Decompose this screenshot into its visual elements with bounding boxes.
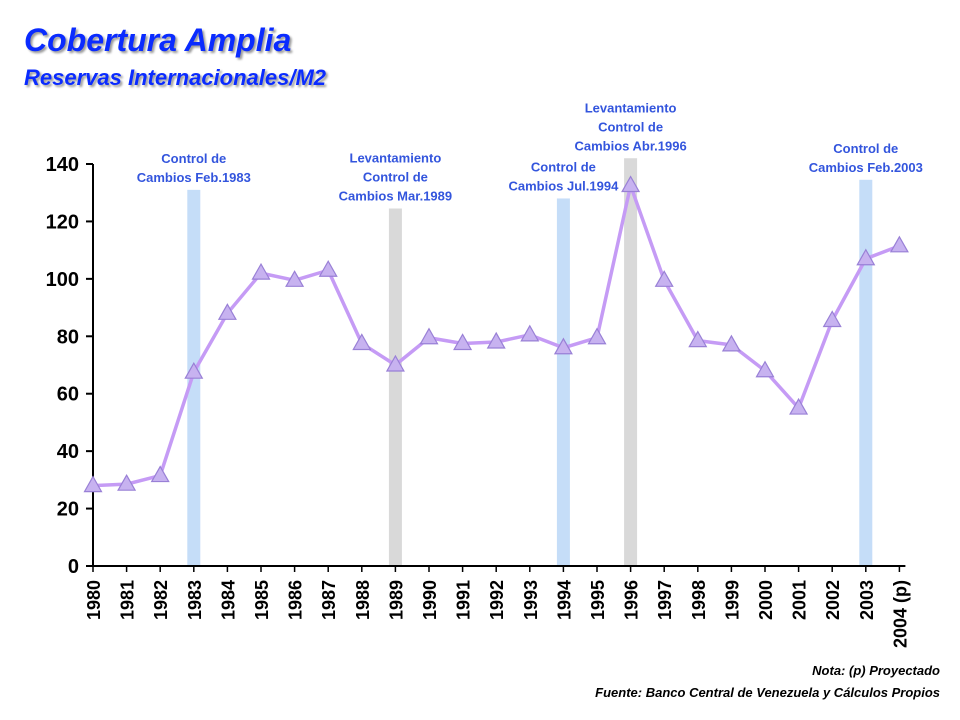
data-point-1993 xyxy=(520,324,540,342)
annotation-line: Cambios Feb.1983 xyxy=(137,170,251,185)
annotation-line: Cambios Feb.2003 xyxy=(809,160,923,175)
x-tick-label: 1982 xyxy=(151,580,171,620)
data-point-1991 xyxy=(453,333,473,351)
x-tick-label: 2000 xyxy=(756,580,776,620)
footnote-projected: Nota: (p) Proyectado xyxy=(812,663,940,678)
data-point-1983 xyxy=(184,361,204,379)
data-point-1994 xyxy=(553,337,573,355)
data-point-1982 xyxy=(150,465,170,483)
annotation-1989: Levantamiento Control de Cambios Mar.1989 xyxy=(339,151,452,204)
annotation-1983: Control de Cambios Feb.1983 xyxy=(137,151,251,185)
annotation-2003: Control de Cambios Feb.2003 xyxy=(809,141,923,175)
x-tick-label: 1986 xyxy=(286,580,306,620)
data-point-1986 xyxy=(285,270,305,287)
x-tick-label: 1994 xyxy=(554,580,574,620)
event-band-2003 xyxy=(859,179,873,567)
data-point-1988 xyxy=(352,333,372,351)
y-tick-label: 100 xyxy=(46,269,79,291)
x-tick-label: 2002 xyxy=(823,580,843,620)
annotation-line: Control de xyxy=(531,159,596,174)
annotation-line: Cambios Abr.1996 xyxy=(574,138,686,153)
annotation-line: Control de xyxy=(161,151,226,166)
annotation-line: Cambios Jul.1994 xyxy=(508,178,619,193)
x-tick-label: 2003 xyxy=(857,580,877,620)
y-tick-label: 20 xyxy=(57,499,79,521)
source-note: Fuente: Banco Central de Venezuela y Cál… xyxy=(595,685,940,700)
y-tick-label: 0 xyxy=(68,556,79,578)
y-tick-label: 80 xyxy=(57,326,79,348)
x-tick-label: 1991 xyxy=(454,580,474,620)
data-point-1990 xyxy=(419,327,439,345)
annotation-line: Control de xyxy=(363,170,428,185)
data-point-1981 xyxy=(117,473,137,491)
x-tick-label: 1990 xyxy=(420,580,440,620)
x-tick-label: 1988 xyxy=(353,580,373,620)
x-tick-label: 1998 xyxy=(689,580,709,620)
y-tick-label: 40 xyxy=(57,441,79,463)
x-tick-label: 1993 xyxy=(521,580,541,620)
x-tick-label: 1985 xyxy=(252,580,272,620)
chart-subtitle: Reservas Internacionales/M2 xyxy=(24,65,327,90)
data-point-1999 xyxy=(721,334,741,352)
x-tick-label: 1989 xyxy=(386,580,406,620)
data-point-1987 xyxy=(318,260,338,277)
x-tick-label: 1999 xyxy=(722,580,742,620)
x-tick-label: 1995 xyxy=(588,580,608,620)
annotation-line: Cambios Mar.1989 xyxy=(339,189,452,204)
annotation-line: Control de xyxy=(833,141,898,156)
chart-title: Cobertura Amplia xyxy=(24,22,292,58)
data-point-2001 xyxy=(789,397,809,415)
data-point-1996 xyxy=(621,175,641,193)
data-point-1992 xyxy=(486,331,506,349)
data-point-2003 xyxy=(856,248,876,266)
y-tick-label: 60 xyxy=(57,384,79,406)
x-tick-label: 1987 xyxy=(319,580,339,620)
data-point-1997 xyxy=(654,270,674,287)
x-tick-label: 1983 xyxy=(185,580,205,620)
y-tick-label: 140 xyxy=(46,154,79,176)
x-tick-label: 1984 xyxy=(218,580,238,620)
x-tick-label: 1992 xyxy=(487,580,507,620)
data-point-2002 xyxy=(822,310,842,328)
annotation-line: Levantamiento xyxy=(585,100,677,115)
y-tick-label: 120 xyxy=(46,211,79,233)
annotation-line: Levantamiento xyxy=(350,151,442,166)
annotation-line: Control de xyxy=(598,119,663,134)
x-tick-label: 2001 xyxy=(790,580,810,620)
data-point-1985 xyxy=(251,262,271,280)
event-band-1989 xyxy=(388,208,402,566)
data-point-2000 xyxy=(755,360,775,378)
data-point-1998 xyxy=(688,330,708,348)
data-point-1980 xyxy=(83,475,103,493)
event-band-1994 xyxy=(556,198,570,566)
x-tick-label: 1981 xyxy=(118,580,138,620)
data-point-1984 xyxy=(217,303,237,320)
x-tick-label: 1980 xyxy=(84,580,104,620)
x-tick-label: 1997 xyxy=(655,580,675,620)
x-tick-label: 2004 (p) xyxy=(890,580,910,648)
event-band-1996 xyxy=(624,158,638,566)
data-point-2004p xyxy=(889,235,909,253)
annotation-1994: Control de Cambios Jul.1994 xyxy=(508,159,619,193)
x-tick-label: 1996 xyxy=(622,580,642,620)
annotation-1996: Levantamiento Control de Cambios Abr.1996 xyxy=(574,100,686,153)
data-point-1989 xyxy=(385,354,405,372)
data-point-1995 xyxy=(587,327,607,345)
